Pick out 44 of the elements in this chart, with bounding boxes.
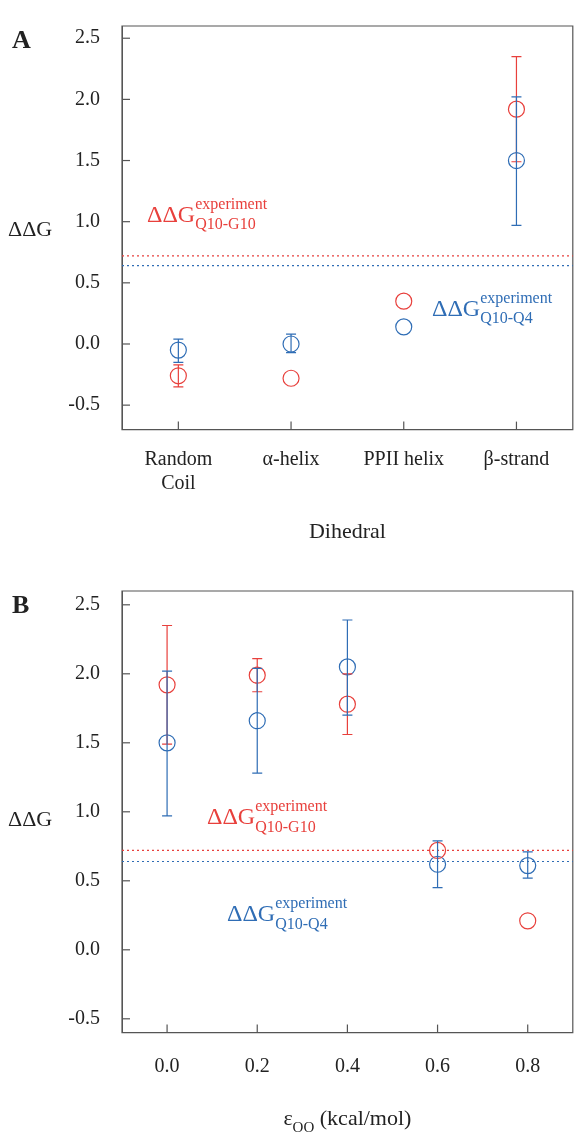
y-tick-label: 0.5 <box>75 868 100 891</box>
x-tick-label: Random Coil <box>144 446 213 493</box>
text: B <box>12 589 30 619</box>
y-tick-label: 1.0 <box>75 208 100 231</box>
point <box>282 369 300 387</box>
y-axis-title: ΔΔG <box>8 215 53 241</box>
point <box>507 151 526 170</box>
y-tick-label: 1.0 <box>75 799 100 822</box>
point <box>428 841 447 860</box>
y-tick-label: -0.5 <box>68 1006 100 1029</box>
x-tick-label: PPII helix <box>363 446 445 469</box>
point <box>338 658 356 676</box>
point <box>395 318 413 336</box>
y-axis-title: ΔΔG <box>8 805 53 831</box>
y-tick-label: 2.0 <box>75 661 100 684</box>
y-tick-label: 2.0 <box>75 86 100 109</box>
x-tick-label: α-helix <box>262 446 320 469</box>
y-tick-label: -0.5 <box>68 392 100 415</box>
y-tick-label: 0.0 <box>75 937 100 960</box>
point <box>158 734 176 752</box>
x-tick-label: 0.2 <box>244 1053 270 1076</box>
point <box>169 341 187 359</box>
y-tick-label: 2.5 <box>75 592 100 615</box>
y-tick-label: 1.5 <box>75 147 100 170</box>
x-tick-label: 0.8 <box>515 1053 541 1076</box>
text: A <box>12 24 31 54</box>
point <box>395 292 413 310</box>
point <box>519 857 537 875</box>
point <box>428 855 447 873</box>
y-tick-label: 2.5 <box>75 25 100 48</box>
y-tick-label: 1.5 <box>75 730 100 753</box>
point <box>248 712 266 730</box>
point <box>519 912 537 930</box>
point <box>248 666 266 684</box>
y-tick-label: 0.5 <box>75 270 100 293</box>
point <box>158 676 176 694</box>
x-tick-label: β-strand <box>483 446 550 470</box>
y-tick-label: 0.0 <box>75 331 100 354</box>
x-axis-title: Dihedral <box>308 518 386 543</box>
x-tick-label: 0.4 <box>334 1053 360 1076</box>
x-tick-label: 0.0 <box>154 1053 180 1076</box>
point <box>507 100 526 118</box>
point <box>338 695 356 713</box>
x-tick-label: 0.6 <box>425 1053 451 1076</box>
